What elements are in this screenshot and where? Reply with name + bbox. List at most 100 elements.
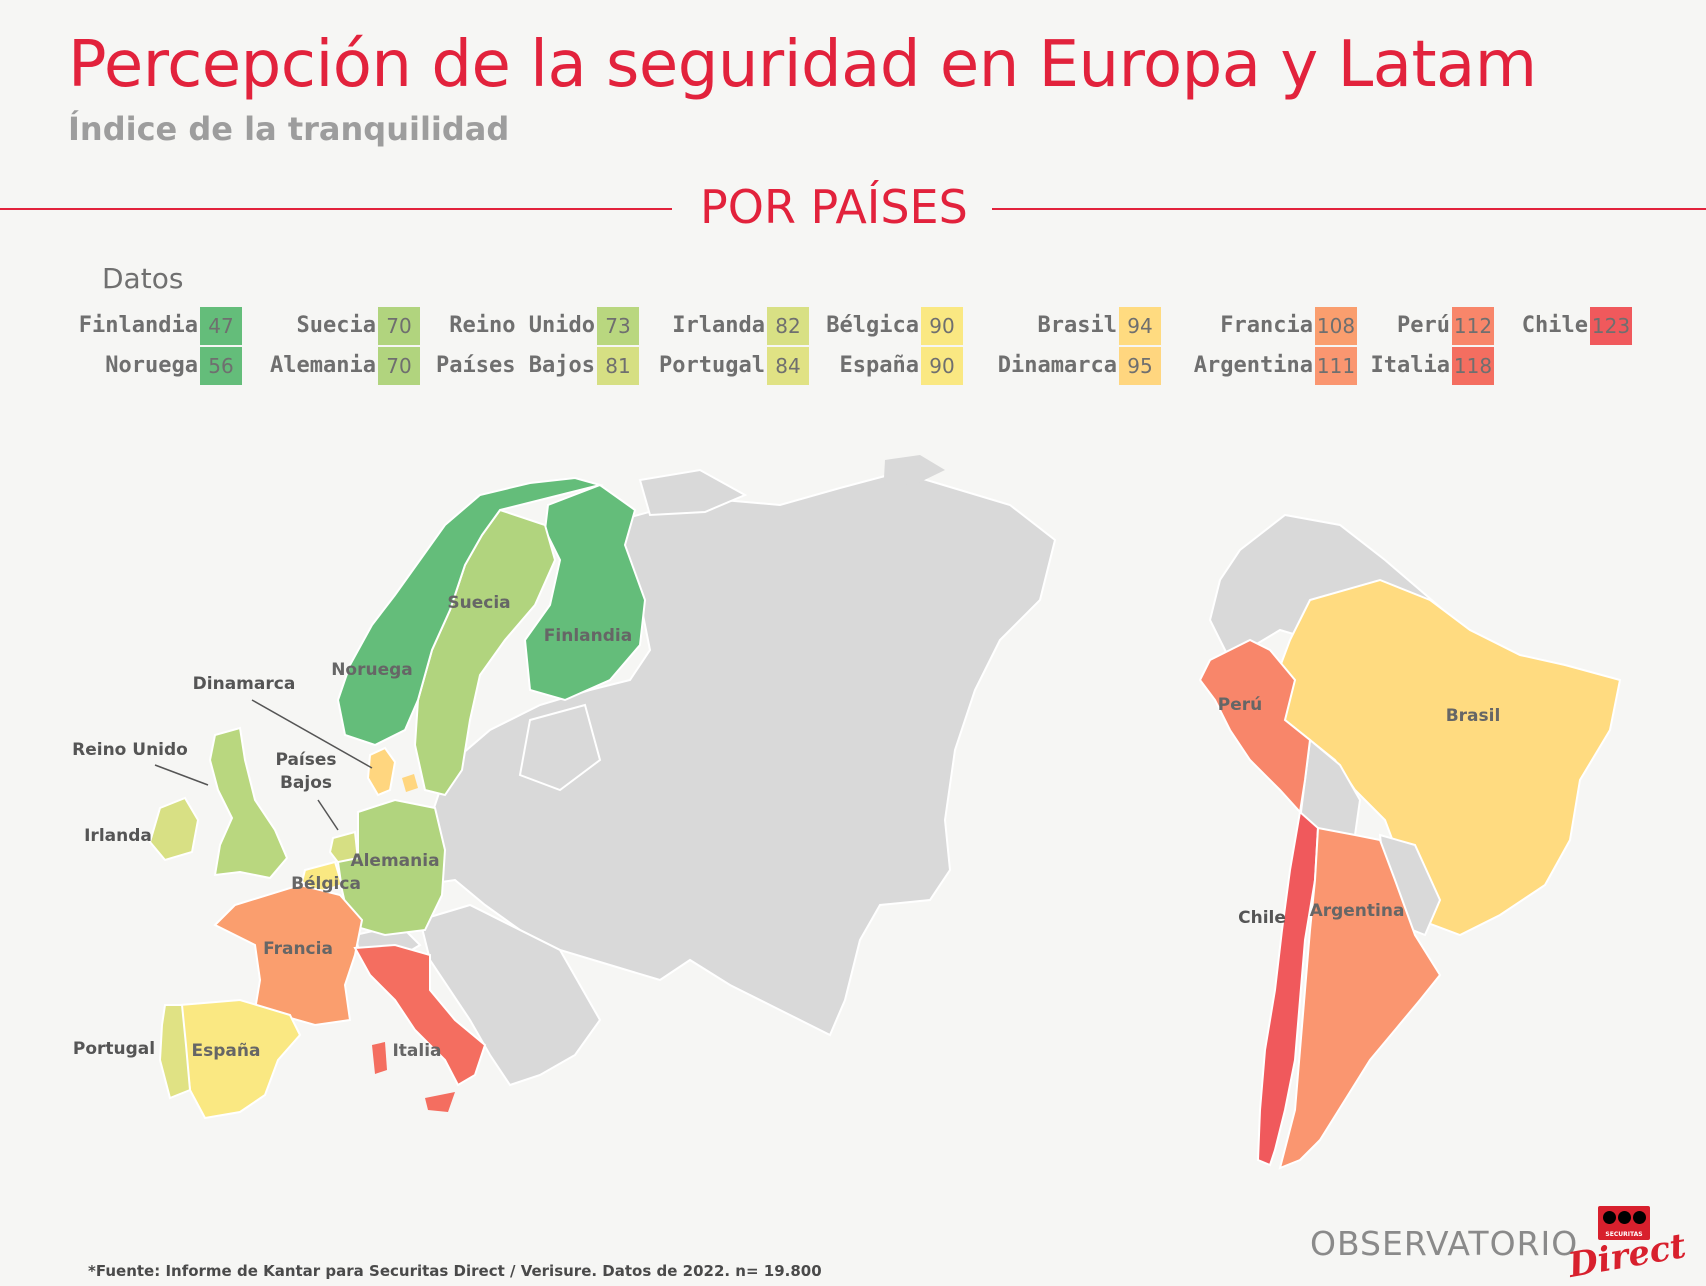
legend-value-badge: 108	[1315, 307, 1357, 345]
legend-item-dinamarca: Dinamarca 95	[901, 347, 1161, 385]
map-label-portugal: Portugal	[73, 1039, 155, 1059]
legend-country-name: Irlanda	[672, 313, 765, 338]
legend-value-badge: 111	[1315, 347, 1357, 385]
legend-value-badge: 73	[597, 307, 639, 345]
securitas-logo: SECURITAS	[1598, 1206, 1650, 1240]
map-label-suecia: Suecia	[447, 593, 510, 613]
logo-dot-icon	[1618, 1211, 1631, 1224]
legend-item-italia: Italia 118	[1234, 347, 1494, 385]
map-label-chile: Chile	[1238, 908, 1286, 928]
legend-value-badge: 47	[200, 307, 242, 345]
legend-value-badge: 112	[1452, 307, 1494, 345]
legend-item-suecia: Suecia 70	[160, 307, 420, 345]
legend-item-argentina: Argentina 111	[1097, 347, 1357, 385]
map-label-argentina: Argentina	[1310, 901, 1405, 921]
map-label-reino-unido: Reino Unido	[72, 740, 188, 760]
legend-value-badge: 90	[921, 307, 963, 345]
page-title: Percepción de la seguridad en Europa y L…	[68, 28, 1537, 102]
map-label-irlanda: Irlanda	[84, 826, 152, 846]
legend-value-badge: 90	[921, 347, 963, 385]
legend-item-brasil: Brasil 94	[901, 307, 1161, 345]
country-finlandia	[523, 483, 647, 702]
logo-wordmark: SECURITAS	[1605, 1231, 1643, 1238]
legend-item-portugal: Portugal 84	[549, 347, 809, 385]
country-alemania	[336, 798, 447, 937]
legend-item-irlanda: Irlanda 82	[549, 307, 809, 345]
map-label-noruega: Noruega	[331, 660, 413, 680]
legend-country-name: Dinamarca	[997, 353, 1117, 378]
country-portugal	[158, 1004, 192, 1100]
legend-country-name: Noruega	[105, 353, 198, 378]
legend-value-badge: 70	[378, 347, 420, 385]
leader-line-paises-bajos	[317, 799, 339, 831]
legend-value-badge: 82	[767, 307, 809, 345]
legend-country-name: Brasil	[1037, 313, 1117, 338]
legend-value-badge: 123	[1590, 307, 1632, 345]
legend-country-name: España	[839, 353, 919, 378]
legend-value-badge: 118	[1452, 347, 1494, 385]
country-argentina	[1278, 826, 1442, 1170]
legend-country-name: Finlandia	[78, 313, 198, 338]
legend-item-paises-bajos: Países Bajos 81	[379, 347, 639, 385]
page-subtitle: Índice de la tranquilidad	[68, 110, 510, 148]
brand-observatorio: OBSERVATORIO	[1310, 1224, 1579, 1263]
map-label-finlandia: Finlandia	[544, 626, 632, 646]
logo-dot-icon	[1633, 1211, 1646, 1224]
legend-value-badge: 94	[1119, 307, 1161, 345]
logo-script-direct: Direct	[1565, 1226, 1689, 1286]
section-divider-left	[0, 208, 672, 210]
map-label-dinamarca: Dinamarca	[193, 674, 296, 694]
map-label-italia: Italia	[392, 1041, 441, 1061]
map-label-francia: Francia	[263, 939, 333, 959]
country-francia	[213, 883, 364, 1027]
country-dinamarca-islands	[402, 774, 418, 792]
map-label-espana: España	[192, 1041, 261, 1061]
legend-item-francia: Francia 108	[1097, 307, 1357, 345]
choropleth-map: Finlandia Suecia Noruega Alemania Bélgic…	[72, 455, 1622, 1170]
country-italia	[353, 943, 487, 1087]
region-neutral-islands	[884, 455, 945, 486]
legend-item-finlandia: Finlandia 47	[0, 307, 242, 345]
legend-item-espana: España 90	[703, 347, 963, 385]
legend-country-name: Portugal	[659, 353, 765, 378]
legend-item-alemania: Alemania 70	[160, 347, 420, 385]
section-divider-right	[992, 208, 1706, 210]
section-heading: POR PAÍSES	[700, 180, 968, 234]
map-label-peru: Perú	[1218, 695, 1262, 715]
country-italia-cerdena	[372, 1042, 387, 1074]
legend-country-name: Reino Unido	[449, 313, 595, 338]
legend-country-name: Perú	[1397, 313, 1450, 338]
legend-title: Datos	[102, 262, 184, 295]
map-label-brasil: Brasil	[1446, 706, 1501, 726]
region-neutral-baltics	[518, 703, 602, 792]
region-neutral-kola	[638, 468, 748, 517]
legend-item-noruega: Noruega 56	[0, 347, 242, 385]
leader-line-reino-unido	[154, 764, 209, 786]
map-label-alemania: Alemania	[350, 851, 439, 871]
legend-country-name: Alemania	[270, 353, 376, 378]
legend-value-badge: 70	[378, 307, 420, 345]
legend-value-badge: 56	[200, 347, 242, 385]
country-noruega	[336, 476, 604, 747]
legend-country-name: Francia	[1220, 313, 1313, 338]
legend-value-badge: 84	[767, 347, 809, 385]
country-italia-sicilia	[425, 1092, 455, 1112]
legend-country-name: Argentina	[1193, 353, 1313, 378]
country-belgica	[300, 860, 344, 894]
country-dinamarca	[366, 746, 397, 797]
legend-value-badge: 95	[1119, 347, 1161, 385]
legend-item-chile: Chile 123	[1372, 307, 1632, 345]
source-footnote: *Fuente: Informe de Kantar para Securita…	[88, 1262, 822, 1280]
logo-dot-icon	[1603, 1211, 1616, 1224]
legend-country-name: Bélgica	[826, 313, 919, 338]
map-label-belgica: Bélgica	[291, 874, 361, 894]
legend-country-name: Países Bajos	[436, 353, 595, 378]
leader-line-dinamarca	[251, 699, 373, 769]
map-label-paises-bajos-2: Bajos	[280, 773, 332, 793]
legend-item-peru: Perú 112	[1234, 307, 1494, 345]
region-neutral-eurasia	[408, 470, 1057, 1037]
legend-value-badge: 81	[597, 347, 639, 385]
map-label-paises-bajos-1: Países	[275, 750, 336, 770]
legend-country-name: Italia	[1370, 353, 1450, 378]
country-reino-unido	[208, 726, 289, 880]
